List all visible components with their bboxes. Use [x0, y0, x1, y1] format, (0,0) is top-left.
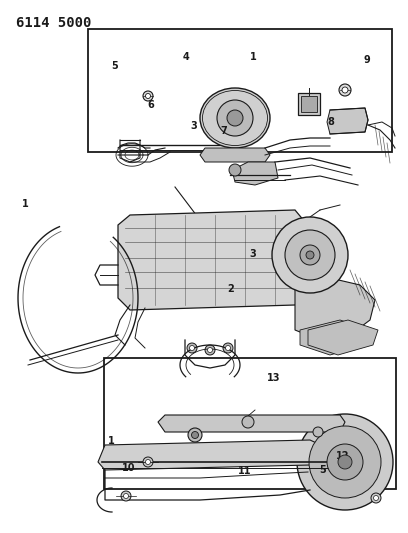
Polygon shape	[327, 108, 368, 134]
Circle shape	[272, 217, 348, 293]
Ellipse shape	[200, 88, 270, 148]
Circle shape	[223, 343, 233, 353]
Circle shape	[229, 164, 241, 176]
Circle shape	[146, 459, 151, 464]
Polygon shape	[308, 320, 378, 355]
Polygon shape	[158, 415, 345, 432]
Text: 10: 10	[122, 463, 135, 473]
Circle shape	[187, 343, 197, 353]
Circle shape	[121, 491, 131, 501]
Text: 6: 6	[148, 100, 154, 110]
Text: 3: 3	[191, 121, 197, 131]
Circle shape	[189, 345, 195, 351]
Bar	[88, 29, 392, 152]
Circle shape	[300, 245, 320, 265]
Circle shape	[208, 348, 213, 352]
Circle shape	[124, 494, 129, 498]
Text: 6114 5000: 6114 5000	[16, 16, 92, 30]
Polygon shape	[232, 162, 278, 185]
Text: 8: 8	[327, 117, 334, 126]
Text: 4: 4	[182, 52, 189, 62]
Text: 5: 5	[319, 465, 326, 475]
Text: 12: 12	[336, 451, 350, 461]
Circle shape	[226, 345, 231, 351]
Bar	[298, 93, 320, 115]
Circle shape	[143, 91, 153, 101]
Text: 5: 5	[112, 61, 118, 70]
Circle shape	[338, 455, 352, 469]
Bar	[104, 358, 396, 489]
Polygon shape	[295, 278, 375, 340]
Text: 7: 7	[220, 126, 227, 135]
Polygon shape	[118, 210, 305, 310]
Polygon shape	[98, 440, 325, 470]
Circle shape	[242, 416, 254, 428]
Circle shape	[306, 251, 314, 259]
Circle shape	[342, 87, 348, 93]
Polygon shape	[200, 148, 270, 162]
Text: 13: 13	[266, 374, 280, 383]
Circle shape	[205, 345, 215, 355]
Circle shape	[313, 427, 323, 437]
Circle shape	[373, 496, 379, 500]
Text: 1: 1	[108, 437, 114, 446]
Circle shape	[309, 426, 381, 498]
Circle shape	[191, 432, 199, 439]
Circle shape	[146, 93, 151, 99]
Circle shape	[285, 230, 335, 280]
Circle shape	[297, 414, 393, 510]
Circle shape	[371, 493, 381, 503]
Bar	[301, 96, 317, 112]
Text: 3: 3	[250, 249, 256, 259]
Text: 1: 1	[251, 52, 257, 62]
Text: 11: 11	[238, 466, 252, 476]
Circle shape	[143, 457, 153, 467]
Polygon shape	[300, 320, 370, 355]
Circle shape	[217, 100, 253, 136]
Text: 9: 9	[364, 55, 370, 64]
Text: 2: 2	[227, 285, 234, 294]
Text: 1: 1	[22, 199, 29, 208]
Circle shape	[327, 444, 363, 480]
Circle shape	[339, 84, 351, 96]
Circle shape	[188, 428, 202, 442]
Circle shape	[227, 110, 243, 126]
